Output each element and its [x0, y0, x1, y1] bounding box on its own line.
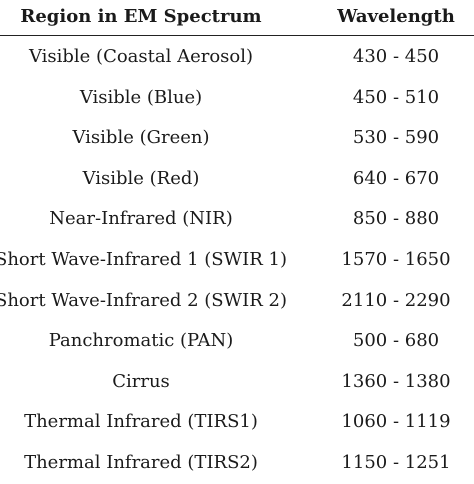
wavelength-cell: 1060 - 1119: [341, 411, 451, 433]
region-cell: Visible (Green): [72, 127, 210, 149]
region-cell: Visible (Blue): [79, 86, 203, 108]
wavelength-cell: 1360 - 1380: [341, 370, 451, 392]
wavelength-cell: 1570 - 1650: [341, 249, 451, 270]
region-cell: Thermal Infrared (TIRS1): [24, 411, 258, 433]
table-row: Short Wave-Infrared 2 (SWIR 2) 2110 - 229…: [0, 282, 474, 322]
region-cell: Cirrus: [112, 370, 170, 392]
table-row: Visible (Green) 530 - 590: [0, 119, 474, 159]
table-row: Visible (Red) 640 - 670: [0, 160, 474, 200]
table-row: Cirrus 1360 - 1380: [0, 363, 474, 403]
table-row: Visible (Blue) 450 - 510: [0, 79, 474, 119]
table-row: Short Wave-Infrared 1 (SWIR 1) 1570 - 165…: [0, 241, 474, 281]
region-cell: Short Wave-Infrared 1 (SWIR 1): [0, 249, 287, 270]
region-cell: Visible (Red): [82, 167, 200, 189]
table-row: Visible (Coastal Aerosol) 430 - 450: [0, 38, 474, 78]
region-cell: Panchromatic (PAN): [48, 330, 234, 352]
table-row: Panchromatic (PAN) 500 - 680: [0, 322, 474, 362]
header-region: Region in EM Spectrum: [20, 6, 262, 27]
wavelength-cell: 850 - 880: [352, 208, 440, 230]
wavelength-cell: 500 - 680: [352, 330, 440, 352]
wavelength-cell: 1150 - 1251: [341, 452, 451, 473]
wavelength-cell: 2110 - 2290: [341, 289, 451, 311]
spectrum-table: Region in EM Spectrum Wavelength Visible…: [0, 0, 474, 473]
header-wavelength: Wavelength: [337, 6, 455, 27]
table-row: Thermal Infrared (TIRS2) 1150 - 1251: [0, 444, 474, 484]
region-cell: Near-Infrared (NIR): [49, 208, 233, 230]
table-row: Near-Infrared (NIR) 850 - 880: [0, 200, 474, 240]
region-cell: Thermal Infrared (TIRS2): [24, 452, 258, 473]
table-header: Region in EM Spectrum Wavelength: [0, 0, 474, 36]
region-cell: Visible (Coastal Aerosol): [28, 46, 254, 67]
wavelength-cell: 430 - 450: [352, 46, 440, 67]
wavelength-cell: 530 - 590: [352, 127, 440, 149]
region-cell: Short Wave-Infrared 2 (SWIR 2): [0, 289, 287, 311]
table-row: Thermal Infrared (TIRS1) 1060 - 1119: [0, 403, 474, 443]
wavelength-cell: 450 - 510: [352, 86, 440, 108]
wavelength-cell: 640 - 670: [352, 167, 440, 189]
